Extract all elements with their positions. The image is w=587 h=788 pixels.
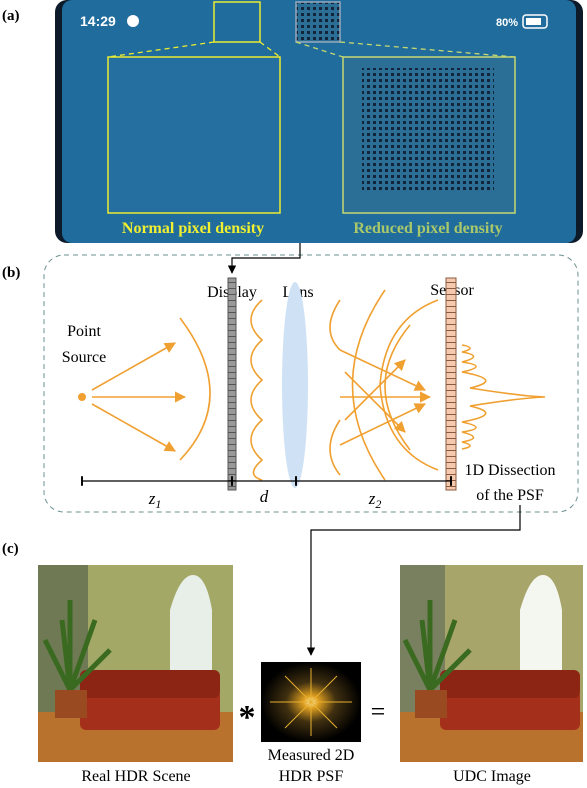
distance: d — [260, 487, 269, 506]
scene-image — [38, 565, 233, 762]
operator: = — [371, 697, 386, 726]
panel-label: (c) — [2, 541, 19, 557]
zoom-box — [296, 2, 340, 42]
panel-label: (a) — [2, 8, 20, 24]
icon — [127, 15, 139, 27]
battery: 80% — [496, 17, 518, 29]
lens — [282, 282, 308, 488]
label: Normal pixel density — [122, 220, 264, 237]
pixel-pattern — [362, 68, 494, 192]
normal-zoom — [108, 57, 280, 213]
label: Source — [62, 349, 106, 366]
label: Point — [67, 323, 101, 340]
caption: HDR PSF — [279, 768, 344, 785]
point-source — [78, 393, 86, 401]
udc-image — [400, 565, 583, 762]
label: Reduced pixel density — [353, 220, 502, 237]
battery-level — [526, 18, 541, 25]
distance: z2 — [368, 489, 382, 511]
subscript: 2 — [375, 497, 381, 511]
label: of the PSF — [476, 487, 544, 504]
sensor — [446, 278, 456, 490]
arrow — [232, 243, 300, 273]
figure: (a) 14:29 80% Normal pixel density Reduc… — [0, 0, 587, 788]
panel-label: (b) — [2, 265, 20, 281]
operator: * — [239, 699, 256, 736]
label: 1D Dissection — [464, 462, 555, 479]
caption: Real HDR Scene — [81, 768, 190, 785]
distance: z1 — [148, 489, 162, 511]
caption: Measured 2D — [268, 747, 355, 764]
subscript: 1 — [155, 497, 161, 511]
caption: UDC Image — [453, 768, 531, 785]
rays — [92, 290, 545, 480]
time: 14:29 — [80, 13, 116, 29]
display — [228, 278, 236, 490]
